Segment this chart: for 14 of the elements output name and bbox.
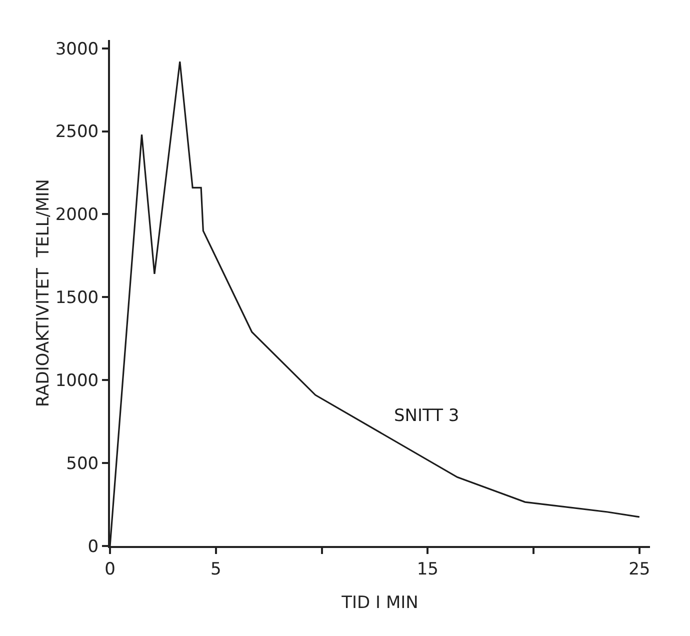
y-tick-label: 0: [88, 536, 99, 557]
y-tick-label: 2500: [55, 122, 99, 142]
x-tick-label: 5: [210, 559, 222, 580]
x-tick-label: 15: [416, 559, 438, 580]
y-tick-label: 1000: [55, 371, 99, 392]
x-tick-label: 25: [628, 559, 650, 580]
y-tick-label: 3000: [55, 39, 99, 60]
y-tick-label: 1500: [55, 288, 99, 308]
x-axis-title: TID I MIN: [340, 593, 418, 613]
y-axis-title: RADIOAKTIVITET TELL/MIN: [33, 179, 54, 407]
x-tick-label: 0: [104, 559, 116, 580]
y-tick-label: 500: [66, 454, 99, 474]
y-tick-label: 2000: [55, 205, 99, 226]
series-label: SNITT 3: [394, 406, 460, 426]
